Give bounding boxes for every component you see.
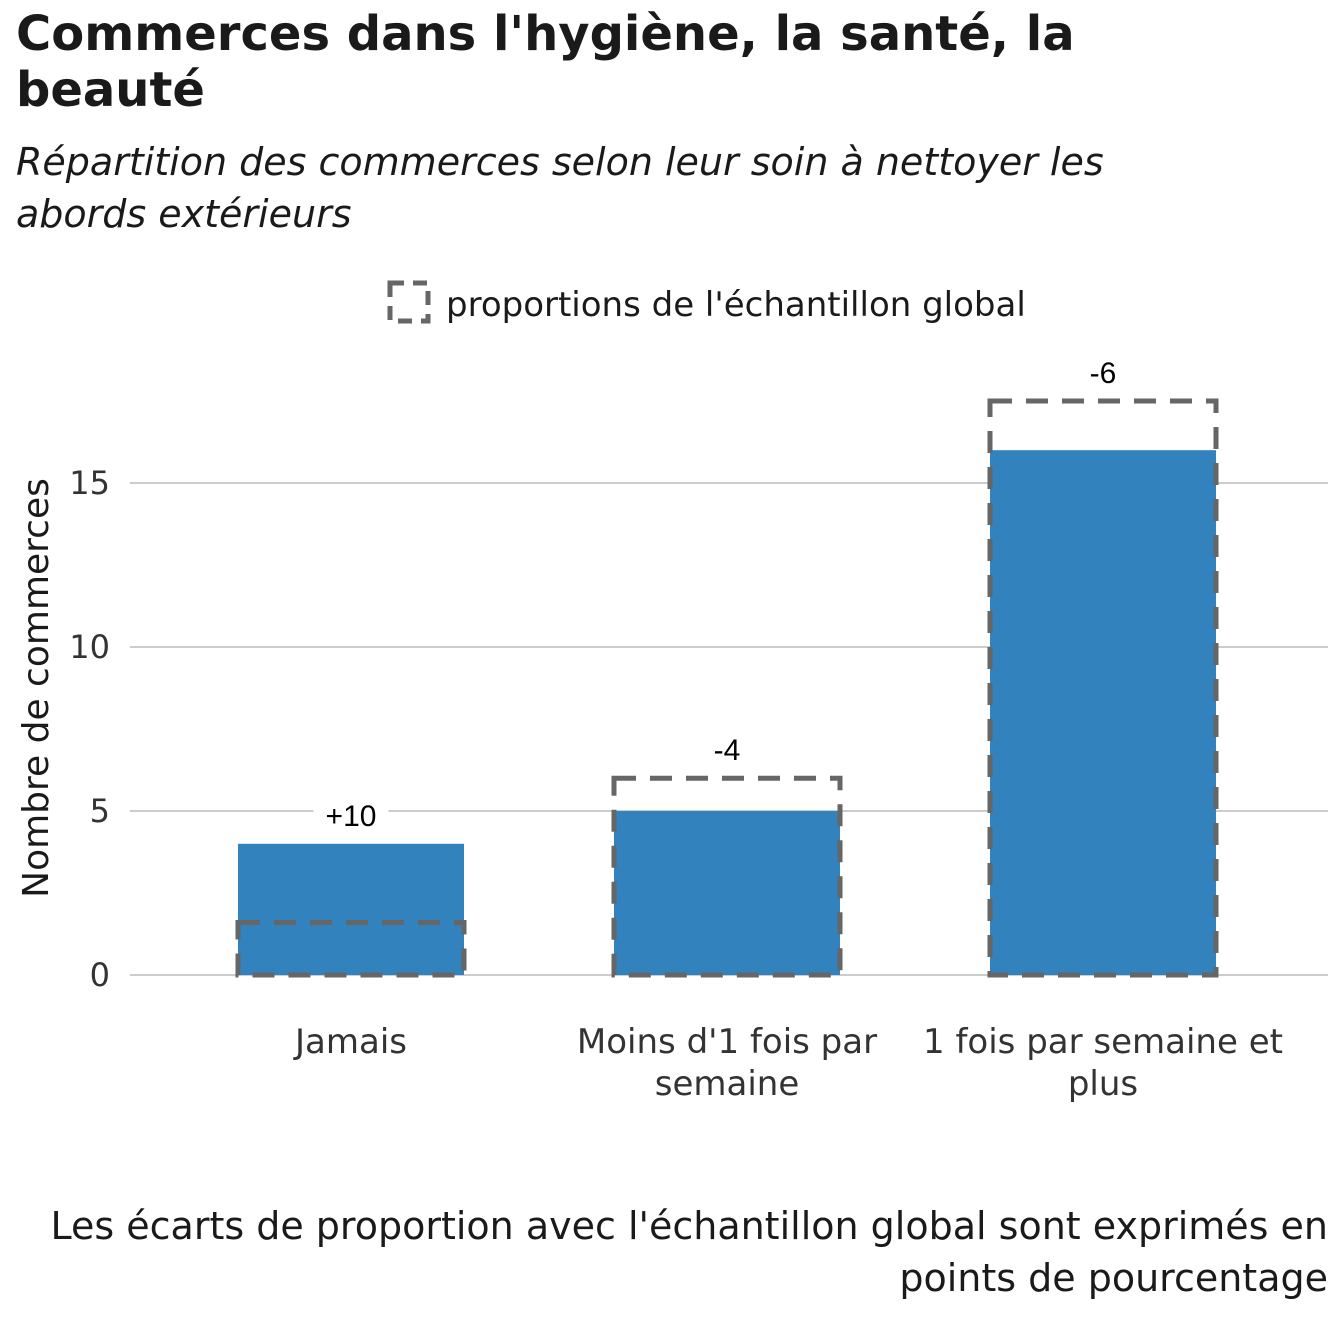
y-tick-label: 15 <box>69 464 110 502</box>
legend-label: proportions de l'échantillon global <box>446 285 1026 325</box>
difference-label: -6 <box>1090 357 1117 390</box>
x-tick-label: Jamais <box>293 1022 407 1062</box>
chart-title: Commerces dans l'hygiène, la santé, la b… <box>16 6 1075 118</box>
reference-bar-outline <box>987 398 1219 978</box>
bar <box>238 843 464 975</box>
x-tick-label: Moins d'1 fois par <box>577 1022 877 1062</box>
bar <box>990 450 1216 975</box>
reference-bar-outline <box>235 920 467 978</box>
difference-label: -4 <box>714 734 741 767</box>
difference-label: +10 <box>326 800 377 833</box>
y-axis-label: Nombre de commerces <box>16 478 57 898</box>
legend-dashed-swatch <box>387 280 431 324</box>
x-tick-label: plus <box>1068 1064 1138 1104</box>
x-tick-label: semaine <box>655 1064 800 1104</box>
difference-label-background <box>1074 355 1132 393</box>
difference-label-background <box>698 732 756 771</box>
difference-label-background <box>313 797 389 836</box>
y-tick-label: 5 <box>90 792 110 830</box>
bar <box>614 811 840 975</box>
chart-subtitle: Répartition des commerces selon leur soi… <box>16 140 1104 236</box>
reference-bar-outline <box>611 775 843 978</box>
y-tick-label: 0 <box>90 956 110 994</box>
y-tick-label: 10 <box>69 628 110 666</box>
x-tick-label: 1 fois par semaine et <box>923 1022 1283 1062</box>
legend: proportions de l'échantillon global <box>387 280 1026 325</box>
chart-caption: Les écarts de proportion avec l'échantil… <box>50 1204 1328 1300</box>
